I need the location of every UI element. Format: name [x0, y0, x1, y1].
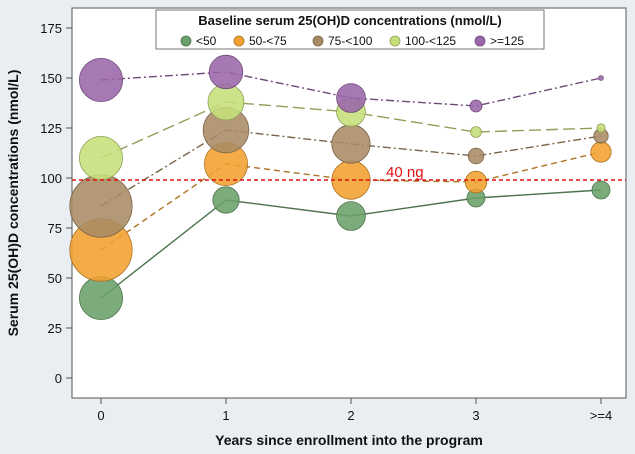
data-point	[331, 160, 371, 200]
legend-marker	[233, 35, 245, 47]
legend-marker	[474, 35, 486, 47]
x-tick-label: 2	[347, 408, 354, 423]
data-point	[79, 58, 124, 103]
x-axis-title: Years since enrollment into the program	[215, 432, 483, 448]
y-tick-label: 75	[48, 221, 62, 236]
series-4	[79, 54, 604, 113]
series-layer	[69, 54, 612, 320]
data-point	[336, 201, 366, 231]
data-point	[331, 124, 371, 164]
data-point	[208, 54, 244, 90]
x-tick-label: 1	[222, 408, 229, 423]
data-point	[207, 83, 245, 121]
data-point	[596, 123, 606, 133]
y-tick-label: 50	[48, 271, 62, 286]
x-tick-label: 0	[97, 408, 104, 423]
data-point	[469, 99, 483, 113]
x-tick-label: 3	[472, 408, 479, 423]
y-tick-label: 175	[40, 21, 62, 36]
data-point	[591, 180, 611, 200]
series-line	[100, 151, 602, 251]
legend-label: <50	[196, 34, 217, 48]
y-tick-label: 0	[55, 371, 62, 386]
data-point	[464, 170, 488, 194]
legend: Baseline serum 25(OH)D concentrations (n…	[155, 9, 545, 50]
legend-items: <50 50-<75 75-<100 100-<125 >=125	[180, 34, 524, 48]
x-axis: 0 1 2 3 >=4	[97, 398, 612, 423]
series-1	[69, 141, 612, 282]
series-2	[69, 106, 609, 238]
legend-marker	[180, 35, 192, 47]
y-tick-label: 150	[40, 71, 62, 86]
y-tick-label: 100	[40, 171, 62, 186]
data-point	[470, 126, 482, 138]
y-axis-title: Serum 25(OH)D concentrations (nmol/L)	[5, 70, 21, 337]
y-tick-label: 25	[48, 321, 62, 336]
data-point	[79, 135, 124, 180]
legend-label: 50-<75	[249, 34, 287, 48]
legend-marker	[389, 35, 401, 47]
data-point	[598, 75, 604, 81]
series-0	[79, 180, 611, 320]
reference-line-label: 40 ng	[386, 164, 424, 181]
y-axis: 0 25 50 75 100 125 150 175	[40, 21, 72, 386]
data-point	[212, 186, 240, 214]
data-point	[69, 174, 133, 238]
data-point	[467, 147, 485, 165]
legend-label: 100-<125	[405, 34, 456, 48]
legend-label: 75-<100	[328, 34, 373, 48]
legend-label: >=125	[490, 34, 524, 48]
x-tick-label: >=4	[590, 408, 612, 423]
data-point	[336, 83, 366, 113]
legend-marker	[312, 35, 324, 47]
data-point	[590, 141, 612, 163]
legend-title: Baseline serum 25(OH)D concentrations (n…	[198, 13, 501, 28]
data-point	[79, 275, 124, 320]
y-tick-label: 125	[40, 121, 62, 136]
